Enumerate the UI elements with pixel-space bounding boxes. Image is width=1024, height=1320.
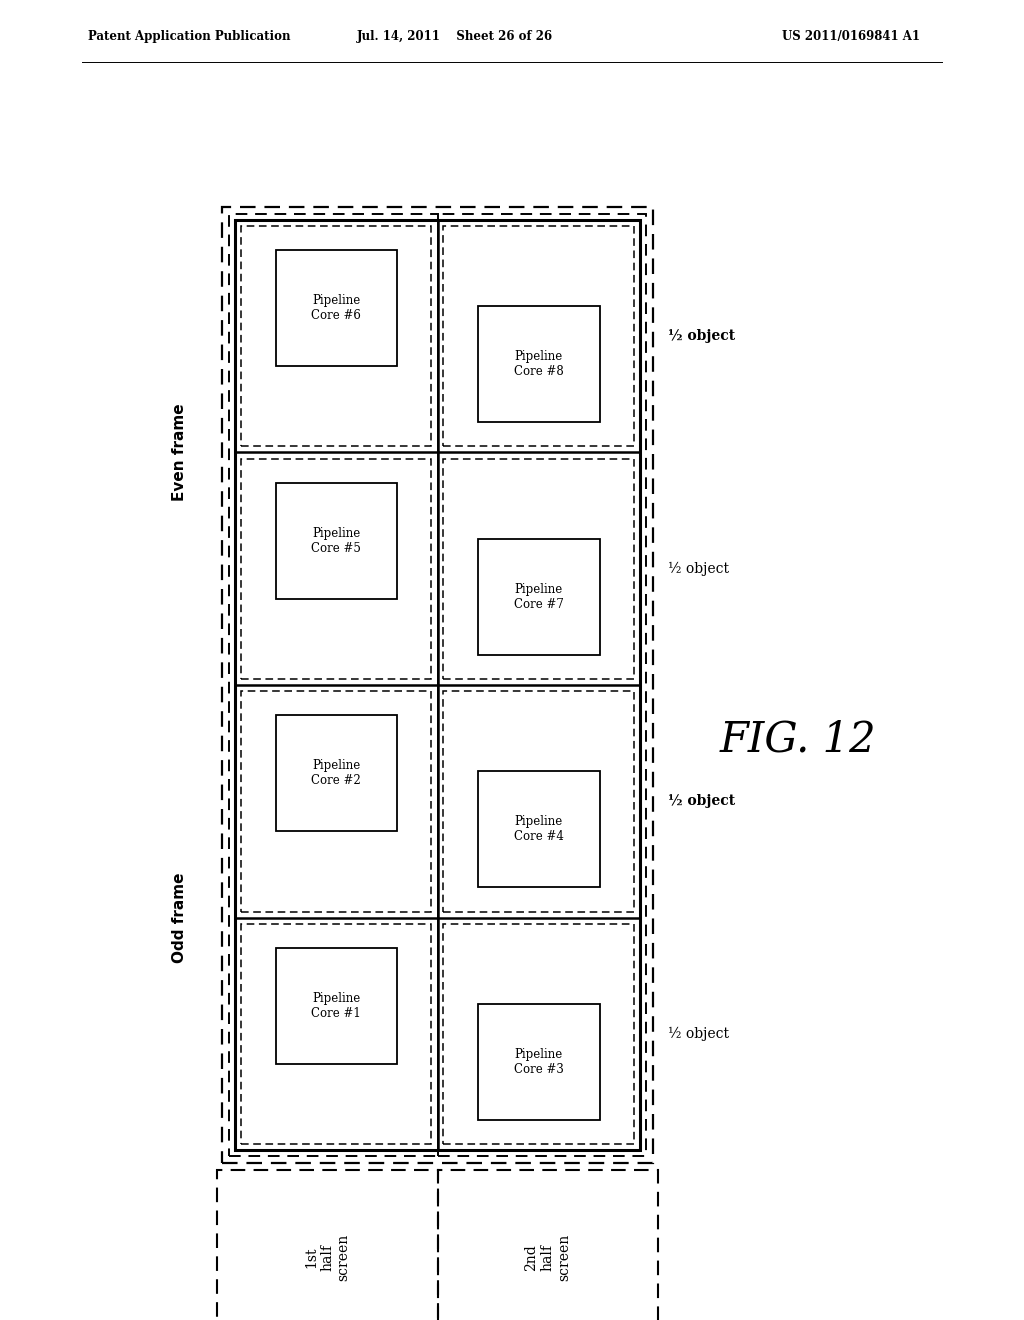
- Bar: [241, 690, 431, 912]
- Text: 2nd
half
screen: 2nd half screen: [524, 1234, 571, 1282]
- Bar: [478, 1003, 599, 1119]
- Text: Odd frame: Odd frame: [172, 873, 187, 962]
- Bar: [443, 690, 634, 912]
- Bar: [241, 458, 431, 678]
- Bar: [478, 771, 599, 887]
- Bar: [275, 948, 397, 1064]
- Text: FIG. 12: FIG. 12: [720, 719, 877, 762]
- Bar: [275, 483, 397, 599]
- Text: ½ object: ½ object: [668, 561, 729, 576]
- Text: Pipeline
Core #2: Pipeline Core #2: [311, 759, 361, 787]
- Text: Even frame: Even frame: [172, 404, 187, 502]
- Bar: [229, 214, 437, 1156]
- Text: Pipeline
Core #6: Pipeline Core #6: [311, 294, 361, 322]
- Bar: [437, 214, 646, 1156]
- Bar: [241, 924, 431, 1144]
- Text: US 2011/0169841 A1: US 2011/0169841 A1: [782, 30, 920, 44]
- Bar: [241, 226, 431, 446]
- Text: ½ object: ½ object: [668, 1027, 729, 1041]
- Text: Jul. 14, 2011    Sheet 26 of 26: Jul. 14, 2011 Sheet 26 of 26: [357, 30, 553, 44]
- Text: Patent Application Publication: Patent Application Publication: [88, 30, 291, 44]
- Text: ½ object: ½ object: [668, 795, 735, 808]
- Text: Pipeline
Core #8: Pipeline Core #8: [514, 350, 563, 378]
- Bar: [443, 226, 634, 446]
- Text: Pipeline
Core #5: Pipeline Core #5: [311, 527, 361, 554]
- Bar: [234, 220, 640, 1150]
- Bar: [275, 715, 397, 832]
- Bar: [275, 251, 397, 367]
- Bar: [437, 1170, 658, 1320]
- Bar: [478, 306, 599, 422]
- Text: Pipeline
Core #7: Pipeline Core #7: [514, 582, 563, 611]
- Bar: [217, 1170, 437, 1320]
- Bar: [443, 924, 634, 1144]
- Bar: [478, 539, 599, 655]
- Text: Pipeline
Core #4: Pipeline Core #4: [514, 816, 563, 843]
- Text: 1st
half
screen: 1st half screen: [304, 1234, 350, 1282]
- Bar: [443, 458, 634, 678]
- Text: Pipeline
Core #3: Pipeline Core #3: [514, 1048, 563, 1076]
- Bar: [222, 207, 653, 1163]
- Text: ½ object: ½ object: [668, 329, 735, 343]
- Text: Pipeline
Core #1: Pipeline Core #1: [311, 991, 361, 1020]
